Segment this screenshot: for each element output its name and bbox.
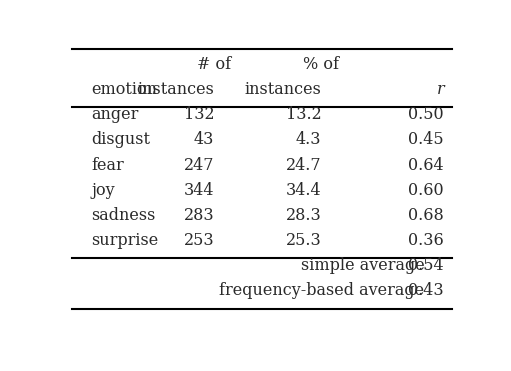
Text: 283: 283 <box>184 207 215 224</box>
Text: 0.60: 0.60 <box>408 182 444 198</box>
Text: instances: instances <box>137 81 215 98</box>
Text: 0.43: 0.43 <box>408 282 444 299</box>
Text: 0.54: 0.54 <box>408 257 444 274</box>
Text: emotion: emotion <box>91 81 157 98</box>
Text: joy: joy <box>91 182 115 198</box>
Text: 13.2: 13.2 <box>286 106 321 123</box>
Text: # of: # of <box>197 56 231 73</box>
Text: 24.7: 24.7 <box>286 157 321 174</box>
Text: instances: instances <box>244 81 321 98</box>
Text: 253: 253 <box>184 232 215 249</box>
Text: 0.36: 0.36 <box>408 232 444 249</box>
Text: 0.68: 0.68 <box>408 207 444 224</box>
Text: r: r <box>436 81 444 98</box>
Text: sadness: sadness <box>91 207 156 224</box>
Text: 0.64: 0.64 <box>408 157 444 174</box>
Text: 28.3: 28.3 <box>286 207 321 224</box>
Text: % of: % of <box>304 56 339 73</box>
Text: anger: anger <box>91 106 139 123</box>
Text: 4.3: 4.3 <box>296 131 321 148</box>
Text: 344: 344 <box>184 182 215 198</box>
Text: 43: 43 <box>194 131 215 148</box>
Text: 0.50: 0.50 <box>408 106 444 123</box>
Text: 25.3: 25.3 <box>286 232 321 249</box>
Text: simple average: simple average <box>300 257 424 274</box>
Text: frequency-based average: frequency-based average <box>219 282 424 299</box>
Text: fear: fear <box>91 157 124 174</box>
Text: 34.4: 34.4 <box>286 182 321 198</box>
Text: 0.45: 0.45 <box>408 131 444 148</box>
Text: 247: 247 <box>184 157 215 174</box>
Text: surprise: surprise <box>91 232 159 249</box>
Text: disgust: disgust <box>91 131 151 148</box>
Text: 132: 132 <box>184 106 215 123</box>
